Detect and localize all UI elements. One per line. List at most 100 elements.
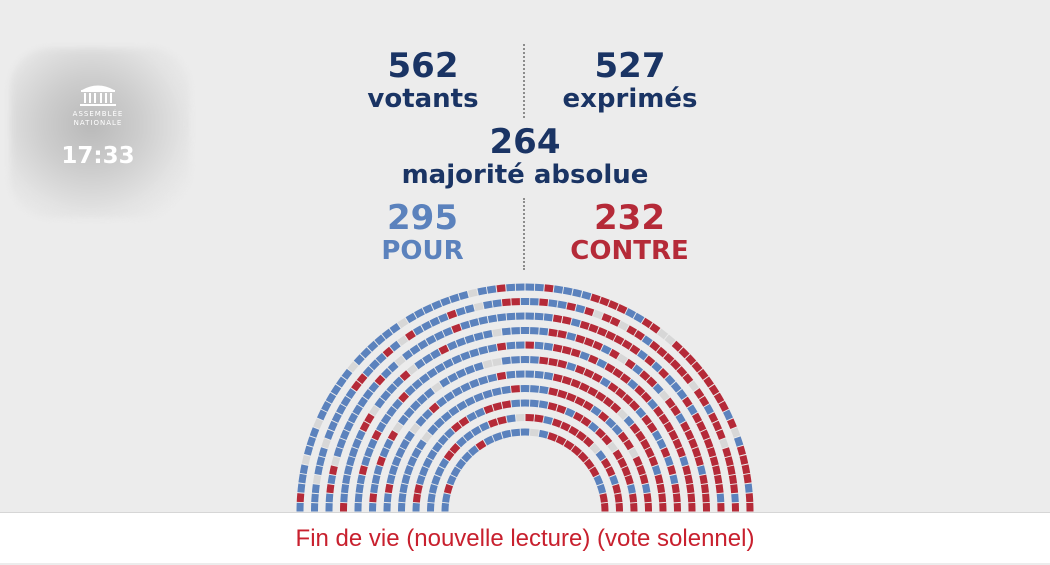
seat-pour [390,364,396,370]
seat-contre [597,394,604,399]
seat-pour [673,475,675,483]
seat-contre [686,466,688,474]
seat-contre [576,338,584,341]
seat-contre [593,376,600,380]
seat-contre [697,390,702,397]
seat-absent [399,338,406,343]
seat-contre [644,417,649,424]
seat-pour [720,494,721,502]
seat-absent [397,358,404,363]
seat-pour [433,303,441,306]
seat-absent [662,393,667,400]
seat-pour [419,397,425,403]
seat-contre [643,321,650,326]
seat-contre [600,414,607,419]
seat-contre [711,414,715,421]
seat-contre [377,377,383,383]
seat-pour [667,377,673,383]
seat-pour [445,362,453,366]
seat-pour [407,388,413,394]
seat-pour [359,431,363,439]
seat-pour [392,326,399,331]
seat-pour [344,494,345,502]
seat-contre [567,306,575,308]
seat-pour [488,318,496,319]
seat-pour [426,459,430,467]
seat-absent [610,444,615,451]
seat-pour [339,406,343,413]
seat-contre [676,440,679,448]
seat-pour [435,476,438,484]
seat-pour [645,484,647,492]
seat-pour [512,403,520,404]
seat-pour [597,477,600,485]
seat-absent [620,324,627,328]
seat-pour [307,447,309,455]
seat-pour [460,294,468,296]
seat-absent [316,420,319,428]
seat-pour [655,386,661,392]
seat-contre [648,449,652,457]
seat-pour [328,431,331,439]
seat-contre [631,347,638,352]
seat-pour [650,401,656,407]
seat-pour [414,382,420,388]
seat-contre [401,394,407,400]
seat-contre [590,327,598,330]
seat-pour [401,417,406,424]
seat-contre [647,358,654,363]
seat-contre [478,443,485,448]
seat-pour [340,440,343,448]
seat-pour [322,448,324,456]
seat-pour [344,398,348,405]
seat-pour [512,432,520,433]
seat-pour [351,414,355,421]
seat-pour [701,466,703,474]
seat-absent [399,321,406,326]
seat-contre [572,382,580,385]
seat-pour [420,476,423,484]
seat-pour [667,457,670,465]
seat-pour [485,439,493,443]
seat-pour [347,423,351,431]
seat-pour [343,431,346,439]
seat-pour [457,341,465,344]
seat-pour [707,406,711,413]
seat-pour [415,449,419,457]
seat-contre [674,343,680,349]
seat-pour [324,403,328,411]
seat-pour [431,494,432,502]
seat-pour [638,410,644,416]
seat-pour [466,400,474,404]
seat-contre [616,485,618,493]
seat-pour [590,425,597,430]
seat-contre [603,316,611,319]
seat-contre [747,474,748,483]
seat-contre [668,400,673,407]
seat-pour [346,475,348,483]
seat-pour [345,485,346,493]
seat-pour [576,308,584,310]
seat-contre [557,408,565,411]
seat-pour [407,466,410,474]
seat-pour [337,448,340,456]
seat-pour [360,475,362,483]
seat-contre [498,419,506,421]
seat-pour [535,316,543,317]
seat-pour [419,343,426,347]
seat-contre [597,431,603,437]
seat-contre [553,347,561,349]
seat-contre [330,485,331,493]
seat-contre [621,434,626,441]
seat-pour [630,382,636,388]
seat-absent [316,475,317,483]
seat-contre [659,349,665,354]
seat-pour [479,320,487,322]
seat-pour [558,304,566,306]
seat-contre [497,375,505,376]
seat-pour [374,484,375,492]
seat-pour [436,334,444,338]
seat-pour [413,403,419,409]
seat-contre [651,344,658,349]
